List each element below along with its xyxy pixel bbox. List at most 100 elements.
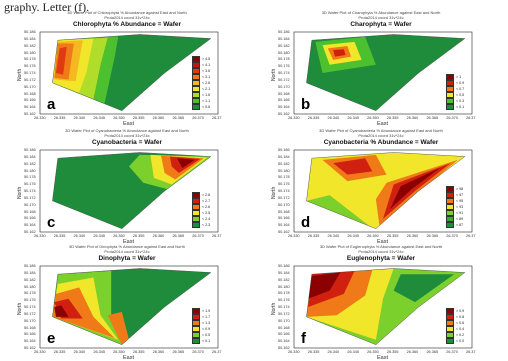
x-axis-label: East xyxy=(377,121,389,127)
legend-swatch xyxy=(192,326,200,332)
legend-entry: < 95 xyxy=(446,198,463,204)
x-axis-label: East xyxy=(377,355,389,361)
legend-swatch xyxy=(446,204,454,210)
contour-zone xyxy=(308,272,341,299)
legend-swatch xyxy=(192,98,200,104)
x-tick-label: 26.37 xyxy=(466,234,476,238)
color-legend: > 1 < 0.9 < 0.7 < 0.5 < 0.3 < 0.1 xyxy=(446,74,464,110)
y-axis-label: North xyxy=(17,186,23,199)
y-axis-label: North xyxy=(17,302,23,315)
y-tick-label: 50.182 xyxy=(278,161,290,166)
y-tick-label: 50.174 xyxy=(24,71,36,75)
legend-entry: < 3.1 xyxy=(192,74,210,80)
y-tick-label: 50.170 xyxy=(24,318,36,323)
y-tick-label: 50.182 xyxy=(24,161,36,166)
y-tick-label: 50.182 xyxy=(278,277,290,282)
wafer-outline xyxy=(52,152,212,229)
legend-entry: < 0.0 xyxy=(446,338,464,344)
legend-swatch xyxy=(446,326,454,332)
panel-letter: e xyxy=(44,331,59,346)
legend-entry: > 4.5 xyxy=(192,56,210,62)
legend-entry: < 0.3 xyxy=(446,98,464,104)
panel-title: 3D Wafer Plot of Chlorophyta % Abundance… xyxy=(12,10,242,20)
x-tick-label: 26.330 xyxy=(288,350,300,354)
x-tick-label: 26.370 xyxy=(192,234,204,238)
x-tick-label: 26.37 xyxy=(466,350,476,354)
x-tick-label: 26.335 xyxy=(53,234,66,238)
y-tick-label: 50.166 xyxy=(278,332,290,337)
x-tick-label: 26.355 xyxy=(386,234,399,238)
y-tick-label: 50.168 xyxy=(24,91,36,96)
legend-label: < 93 xyxy=(456,205,464,209)
legend-label: < 2.6 xyxy=(202,81,211,85)
legend-swatch xyxy=(446,92,454,98)
x-tick-label: 26.365 xyxy=(426,234,439,238)
legend-label: > 4.5 xyxy=(202,57,211,61)
wafer-outline xyxy=(306,34,466,111)
y-axis-label: North xyxy=(17,68,23,81)
legend-label: < 95 xyxy=(456,199,464,203)
x-tick-label: 26.355 xyxy=(132,116,145,120)
legend-label: < 2.5 xyxy=(202,211,211,215)
y-axis-label: North xyxy=(271,302,277,315)
legend-swatch xyxy=(192,216,200,222)
legend-entry: < 97 xyxy=(446,192,463,198)
chart-panel-b: 3D Wafer Plot of Charophyta % Abundance … xyxy=(254,10,508,127)
y-tick-label: 50.182 xyxy=(24,277,36,282)
legend-entry: < 1.1 xyxy=(192,98,210,104)
legend-swatch xyxy=(446,216,454,222)
x-tick-label: 26.335 xyxy=(307,116,320,120)
y-tick-label: 50.168 xyxy=(24,325,36,330)
panel-title-line: 3D Wafer Plot of Dinophyta % Abundance a… xyxy=(69,244,185,249)
legend-entry: < 0.4 xyxy=(446,326,464,332)
y-tick-label: 50.186 xyxy=(278,148,290,152)
panel-title: 3D Wafer Plot of Charophyta % Abundance … xyxy=(266,10,496,20)
contour-zone xyxy=(383,163,451,219)
legend-entry: < 1.7 xyxy=(192,314,210,320)
x-tick-label: 26.345 xyxy=(347,350,359,354)
panel-title: 3D Wafer Plot of Euglenophyta % Abundanc… xyxy=(266,244,496,254)
x-tick-label: 26.360 xyxy=(152,350,165,354)
legend-label: < 0.2 xyxy=(456,333,465,337)
y-tick-label: 50.186 xyxy=(278,30,290,34)
y-tick-label: 50.184 xyxy=(278,270,290,275)
legend-swatch xyxy=(192,80,200,86)
panel-letter: f xyxy=(298,331,309,346)
y-tick-label: 50.186 xyxy=(278,264,290,268)
y-tick-label: 50.178 xyxy=(278,291,290,296)
legend-swatch xyxy=(192,74,200,80)
legend-label: < 1.6 xyxy=(202,93,211,97)
legend-label: < 3.6 xyxy=(202,69,211,73)
x-tick-label: 26.360 xyxy=(406,116,419,120)
legend-swatch xyxy=(446,222,454,228)
wafer-plot-svg xyxy=(293,31,473,115)
panel-letter: a xyxy=(44,97,59,112)
x-tick-label: 26.365 xyxy=(426,350,439,354)
x-axis-label: East xyxy=(123,239,135,245)
legend-swatch xyxy=(446,332,454,338)
wafer-plot-svg xyxy=(39,149,219,233)
y-tick-label: 50.166 xyxy=(24,216,36,221)
contour-zone xyxy=(390,168,440,210)
y-tick-label: 50.184 xyxy=(278,154,290,159)
x-tick-label: 26.360 xyxy=(406,234,419,238)
legend-swatch xyxy=(446,314,454,320)
x-tick-label: 26.335 xyxy=(53,350,66,354)
x-tick-label: 26.365 xyxy=(172,234,185,238)
legend-entry: < 89 xyxy=(446,216,463,222)
y-tick-label: 50.170 xyxy=(24,202,36,207)
x-tick-label: 26.370 xyxy=(192,350,204,354)
legend-swatch xyxy=(192,332,200,338)
y-tick-label: 50.184 xyxy=(278,36,290,41)
legend-entry: < 2.4 xyxy=(192,216,210,222)
legend-label: < 0.8 xyxy=(456,315,465,319)
legend-swatch xyxy=(446,186,454,192)
panel-title-line: 3D Wafer Plot of Cyanobacteria % Abundan… xyxy=(319,128,443,133)
y-tick-label: 50.180 xyxy=(24,50,36,55)
y-tick-label: 50.184 xyxy=(24,270,36,275)
x-tick-label: 26.355 xyxy=(386,116,399,120)
y-tick-label: 50.178 xyxy=(24,57,36,62)
y-tick-label: 50.180 xyxy=(278,50,290,55)
x-tick-label: 26.37 xyxy=(212,350,222,354)
legend-entry: > 98 xyxy=(446,186,463,192)
